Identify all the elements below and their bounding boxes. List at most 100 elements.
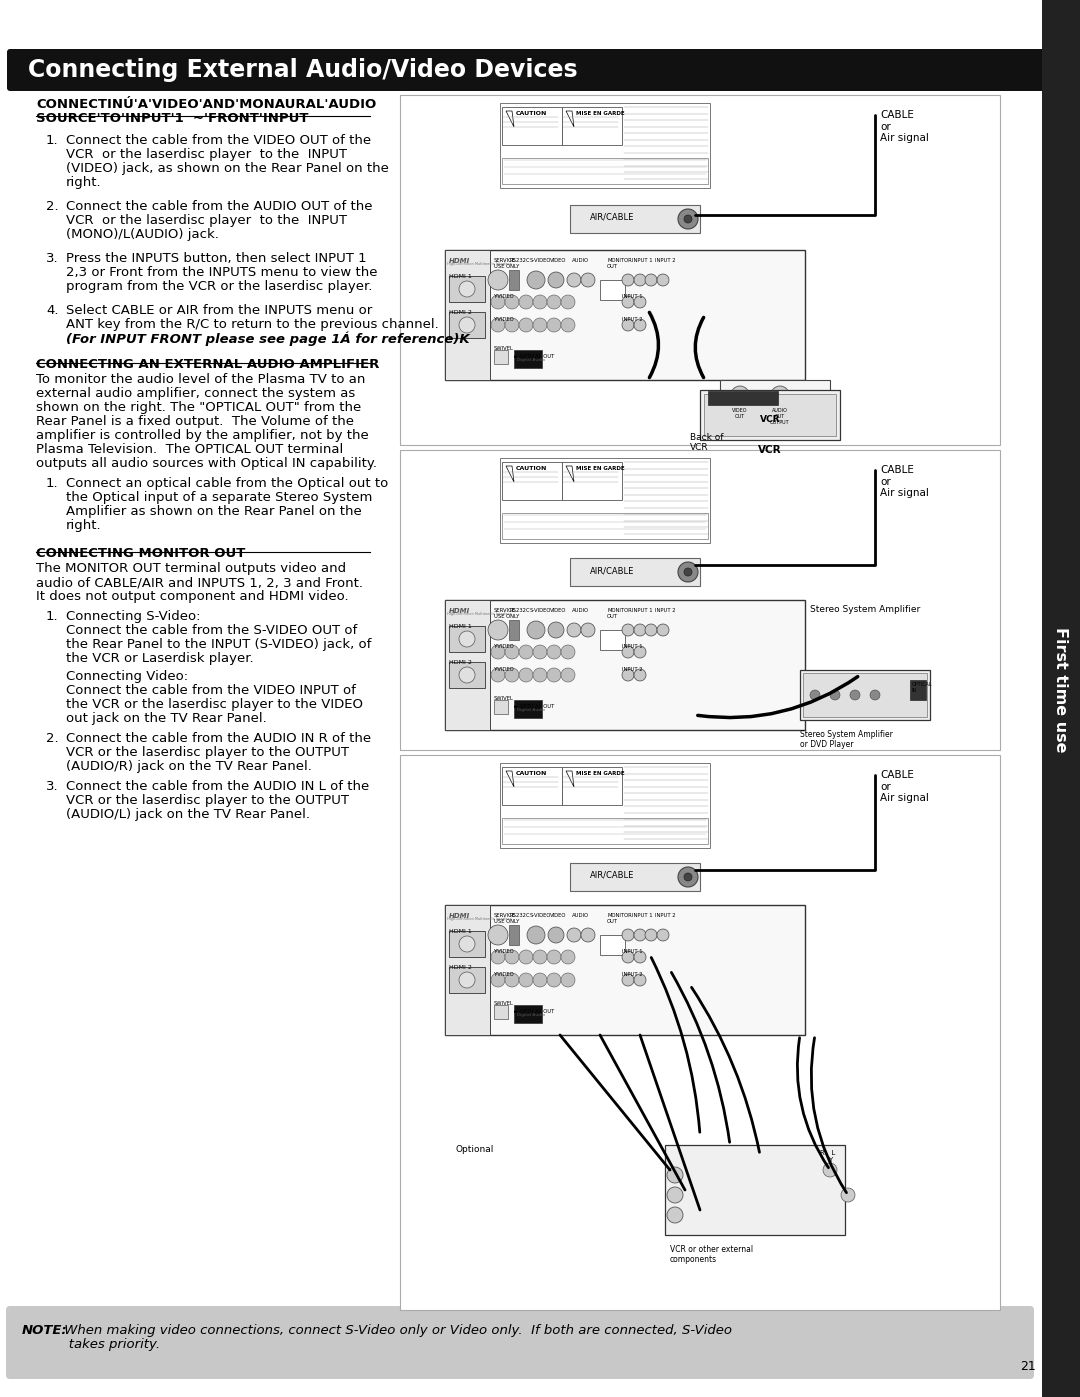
Text: (AUDIO/R) jack on the TV Rear Panel.: (AUDIO/R) jack on the TV Rear Panel. <box>66 760 312 773</box>
Bar <box>400 754 1000 1310</box>
Text: HDMI 1: HDMI 1 <box>449 624 472 629</box>
Text: HDMI: HDMI <box>449 608 470 615</box>
Text: SWIVEL: SWIVEL <box>494 696 514 701</box>
Text: Stereo System Amplifier: Stereo System Amplifier <box>810 605 920 615</box>
Circle shape <box>459 936 475 951</box>
Text: Optional: Optional <box>455 1146 494 1154</box>
Bar <box>494 700 508 714</box>
Text: Connect the cable from the S-VIDEO OUT of: Connect the cable from the S-VIDEO OUT o… <box>66 624 357 637</box>
Bar <box>570 205 700 233</box>
Text: INPUT 2: INPUT 2 <box>654 608 676 613</box>
Text: CONNECTING MONITOR OUT: CONNECTING MONITOR OUT <box>36 548 245 560</box>
Circle shape <box>534 972 546 988</box>
Text: VIDEO: VIDEO <box>550 914 566 918</box>
Circle shape <box>645 624 657 636</box>
Text: ► OPTICAL OUT: ► OPTICAL OUT <box>514 1009 554 1014</box>
Bar <box>804 673 927 717</box>
Circle shape <box>548 928 564 943</box>
Text: Y-VIDEO: Y-VIDEO <box>494 644 515 650</box>
Text: 3.: 3. <box>46 780 58 793</box>
Bar <box>562 767 622 805</box>
Bar <box>502 767 562 805</box>
Circle shape <box>667 1207 683 1222</box>
Text: MISE EN GARDE: MISE EN GARDE <box>576 771 624 775</box>
Circle shape <box>667 1187 683 1203</box>
Circle shape <box>534 645 546 659</box>
Circle shape <box>505 668 519 682</box>
Text: (VIDEO) jack, as shown on the Rear Panel on the: (VIDEO) jack, as shown on the Rear Panel… <box>66 162 389 175</box>
Text: CAUTION: CAUTION <box>516 467 548 471</box>
Polygon shape <box>507 771 514 787</box>
Circle shape <box>581 623 595 637</box>
Text: (MONO)/L(AUDIO) jack.: (MONO)/L(AUDIO) jack. <box>66 228 219 242</box>
Bar <box>1042 0 1080 1397</box>
Circle shape <box>561 645 575 659</box>
Circle shape <box>519 972 534 988</box>
Circle shape <box>561 950 575 964</box>
Text: AUDIO: AUDIO <box>572 914 589 918</box>
Text: MONITOR
OUT: MONITOR OUT <box>607 258 632 268</box>
Text: Digital Audio: Digital Audio <box>514 358 545 362</box>
Bar <box>449 967 485 993</box>
Circle shape <box>534 668 546 682</box>
Circle shape <box>684 569 692 576</box>
Bar <box>514 1004 542 1023</box>
Circle shape <box>488 620 508 640</box>
Circle shape <box>491 950 505 964</box>
Bar <box>562 108 622 145</box>
Text: Y-VIDEO: Y-VIDEO <box>494 972 515 977</box>
Text: The MONITOR OUT terminal outputs video and: The MONITOR OUT terminal outputs video a… <box>36 562 346 576</box>
Circle shape <box>777 391 784 400</box>
FancyBboxPatch shape <box>6 1306 1034 1379</box>
Text: CABLE
or
Air signal: CABLE or Air signal <box>880 465 929 499</box>
Circle shape <box>622 624 634 636</box>
Text: INPUT 2: INPUT 2 <box>622 317 643 321</box>
Text: 1.: 1. <box>46 476 58 490</box>
FancyBboxPatch shape <box>6 49 1045 91</box>
Text: Connecting External Audio/Video Devices: Connecting External Audio/Video Devices <box>28 59 578 82</box>
Circle shape <box>657 624 669 636</box>
Bar <box>449 930 485 957</box>
Bar <box>502 462 562 500</box>
Circle shape <box>622 929 634 942</box>
Bar <box>502 513 708 539</box>
Circle shape <box>634 624 646 636</box>
Circle shape <box>667 1166 683 1183</box>
Bar <box>600 279 625 300</box>
Text: VIDEO: VIDEO <box>550 608 566 613</box>
Circle shape <box>622 669 634 680</box>
Circle shape <box>678 210 698 229</box>
Text: Connect the cable from the AUDIO OUT of the: Connect the cable from the AUDIO OUT of … <box>66 200 373 212</box>
Text: Connecting Video:: Connecting Video: <box>66 671 188 683</box>
Text: R   L
    Y: R L Y <box>820 1150 835 1162</box>
Circle shape <box>731 386 750 404</box>
Text: 2.: 2. <box>46 200 58 212</box>
Text: To monitor the audio level of the Plasma TV to an: To monitor the audio level of the Plasma… <box>36 373 365 386</box>
Circle shape <box>657 274 669 286</box>
Circle shape <box>645 274 657 286</box>
Circle shape <box>548 272 564 288</box>
Circle shape <box>645 929 657 942</box>
Text: S-VIDEO: S-VIDEO <box>530 608 552 613</box>
Text: CAUTION: CAUTION <box>516 771 548 775</box>
Text: Y-VIDEO: Y-VIDEO <box>494 293 515 299</box>
Text: AIR/CABLE: AIR/CABLE <box>590 212 634 222</box>
Bar <box>502 158 708 184</box>
Text: INPUT 1: INPUT 1 <box>632 258 652 263</box>
Text: SWIVEL: SWIVEL <box>494 1002 514 1006</box>
Bar <box>720 380 831 420</box>
Circle shape <box>561 295 575 309</box>
Text: VIDEO: VIDEO <box>550 258 566 263</box>
Bar <box>665 1146 845 1235</box>
Text: High-Definition Multimedia Interface: High-Definition Multimedia Interface <box>447 263 512 265</box>
Circle shape <box>488 270 508 291</box>
Text: SWIVEL: SWIVEL <box>494 346 514 351</box>
Text: the VCR or the laserdisc player to the VIDEO: the VCR or the laserdisc player to the V… <box>66 698 363 711</box>
Circle shape <box>505 295 519 309</box>
Text: MONITOR
OUT: MONITOR OUT <box>607 914 632 923</box>
Text: CONNECTING AN EXTERNAL AUDIO AMPLIFIER: CONNECTING AN EXTERNAL AUDIO AMPLIFIER <box>36 358 379 372</box>
Text: HDMI 2: HDMI 2 <box>449 310 472 314</box>
Text: When making video connections, connect S-Video only or Video only.  If both are : When making video connections, connect S… <box>60 1324 732 1337</box>
Bar <box>600 630 625 650</box>
Text: Rear Panel is a fixed output.  The Volume of the: Rear Panel is a fixed output. The Volume… <box>36 415 354 427</box>
